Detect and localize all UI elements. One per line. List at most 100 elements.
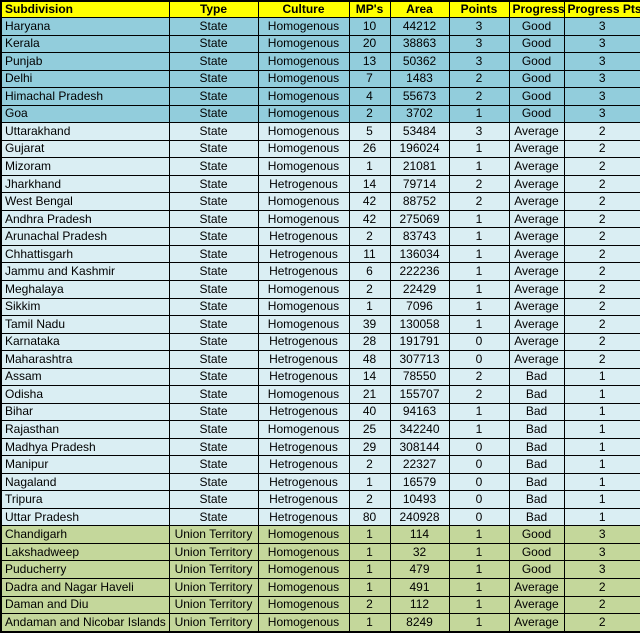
cell-points: 1 — [448, 402, 510, 422]
cell-area: 479 — [389, 560, 450, 579]
cell-progress: Average — [508, 262, 565, 281]
cell-culture: Homogenous — [257, 69, 350, 89]
cell-culture: Homogenous — [257, 139, 350, 159]
column-header-progress-pts: Progress Pts — [563, 0, 640, 18]
cell-mp-s: 2 — [348, 595, 391, 615]
cell-progress-pts: 2 — [563, 350, 640, 369]
cell-type: Union Territory — [168, 578, 259, 597]
cell-mp-s: 11 — [348, 244, 391, 264]
cell-area: 191791 — [389, 332, 450, 352]
cell-points: 1 — [448, 297, 510, 317]
cell-points: 1 — [448, 157, 510, 176]
cell-subdivision: Gujarat — [0, 139, 170, 159]
cell-area: 22327 — [389, 455, 450, 474]
cell-type: Union Territory — [168, 542, 259, 562]
cell-type: State — [168, 385, 259, 404]
cell-points: 1 — [448, 104, 510, 124]
cell-points: 2 — [448, 367, 510, 387]
cell-subdivision: Meghalaya — [0, 279, 170, 299]
cell-progress: Bad — [508, 420, 565, 439]
cell-culture: Homogenous — [257, 385, 350, 404]
cell-progress: Good — [508, 52, 565, 71]
cell-subdivision: Goa — [0, 104, 170, 124]
cell-mp-s: 1 — [348, 613, 391, 633]
cell-culture: Homogenous — [257, 420, 350, 439]
table-row: Jharkhand State Hetrogenous 14 79714 2 Average… — [0, 174, 640, 194]
cell-mp-s: 80 — [348, 507, 391, 527]
table-row: Jammu and Kashmir State Hetrogenous 6 222236… — [0, 262, 640, 281]
cell-culture: Homogenous — [257, 560, 350, 579]
cell-type: State — [168, 69, 259, 89]
cell-progress: Bad — [508, 385, 565, 404]
cell-area: 308144 — [389, 437, 450, 457]
cell-subdivision: Tripura — [0, 490, 170, 509]
cell-progress-pts: 3 — [563, 34, 640, 54]
cell-culture: Hetrogenous — [257, 490, 350, 509]
cell-type: State — [168, 52, 259, 71]
cell-mp-s: 2 — [348, 227, 391, 246]
cell-progress-pts: 3 — [563, 560, 640, 579]
cell-points: 1 — [448, 262, 510, 281]
cell-subdivision: Chhattisgarh — [0, 244, 170, 264]
cell-progress-pts: 2 — [563, 279, 640, 299]
cell-type: State — [168, 367, 259, 387]
cell-culture: Homogenous — [257, 17, 350, 36]
cell-subdivision: Uttar Pradesh — [0, 507, 170, 527]
cell-culture: Homogenous — [257, 87, 350, 106]
cell-area: 8249 — [389, 613, 450, 633]
cell-subdivision: Arunachal Pradesh — [0, 227, 170, 246]
cell-type: State — [168, 227, 259, 246]
cell-subdivision: Uttarakhand — [0, 122, 170, 141]
cell-progress: Average — [508, 578, 565, 597]
cell-progress: Average — [508, 227, 565, 246]
table-row: Chhattisgarh State Hetrogenous 11 136034 1 Ave… — [0, 244, 640, 264]
table-row: Assam State Hetrogenous 14 78550 2 Bad 1 — [0, 367, 640, 387]
table-row: West Bengal State Homogenous 42 88752 2 Averag… — [0, 192, 640, 211]
cell-progress: Bad — [508, 490, 565, 509]
cell-area: 88752 — [389, 192, 450, 211]
cell-subdivision: Andhra Pradesh — [0, 209, 170, 229]
cell-culture: Homogenous — [257, 315, 350, 334]
table-row: Andhra Pradesh State Homogenous 42 275069 1 Av… — [0, 209, 640, 229]
cell-points: 0 — [448, 437, 510, 457]
table-row: Gujarat State Homogenous 26 196024 1 Average 2 — [0, 139, 640, 159]
cell-subdivision: West Bengal — [0, 192, 170, 211]
cell-progress-pts: 2 — [563, 192, 640, 211]
cell-mp-s: 21 — [348, 385, 391, 404]
table-row: Goa State Homogenous 2 3702 1 Good 3 — [0, 104, 640, 124]
table-row: Daman and Diu Union Territory Homogenous 2 1… — [0, 595, 640, 615]
cell-culture: Hetrogenous — [257, 244, 350, 264]
cell-progress: Good — [508, 560, 565, 579]
cell-area: 50362 — [389, 52, 450, 71]
table-row: Tripura State Hetrogenous 2 10493 0 Bad 1 — [0, 490, 640, 509]
cell-area: 155707 — [389, 385, 450, 404]
cell-points: 1 — [448, 578, 510, 597]
cell-type: State — [168, 490, 259, 509]
table-row: Sikkim State Homogenous 1 7096 1 Average 2 — [0, 297, 640, 317]
cell-area: 21081 — [389, 157, 450, 176]
cell-subdivision: Maharashtra — [0, 350, 170, 369]
cell-progress-pts: 1 — [563, 420, 640, 439]
cell-subdivision: Karnataka — [0, 332, 170, 352]
cell-points: 3 — [448, 122, 510, 141]
cell-progress: Bad — [508, 402, 565, 422]
cell-progress-pts: 1 — [563, 402, 640, 422]
cell-progress-pts: 1 — [563, 472, 640, 492]
table-row: Mizoram State Homogenous 1 21081 1 Average 2 — [0, 157, 640, 176]
cell-type: State — [168, 472, 259, 492]
cell-type: State — [168, 87, 259, 106]
cell-area: 55673 — [389, 87, 450, 106]
cell-mp-s: 1 — [348, 525, 391, 544]
cell-progress: Bad — [508, 367, 565, 387]
cell-subdivision: Kerala — [0, 34, 170, 54]
cell-progress-pts: 3 — [563, 52, 640, 71]
cell-mp-s: 13 — [348, 52, 391, 71]
cell-mp-s: 2 — [348, 490, 391, 509]
cell-area: 3702 — [389, 104, 450, 124]
cell-culture: Homogenous — [257, 34, 350, 54]
cell-subdivision: Himachal Pradesh — [0, 87, 170, 106]
cell-type: State — [168, 209, 259, 229]
cell-progress-pts: 3 — [563, 525, 640, 544]
cell-type: Union Territory — [168, 595, 259, 615]
cell-points: 2 — [448, 87, 510, 106]
